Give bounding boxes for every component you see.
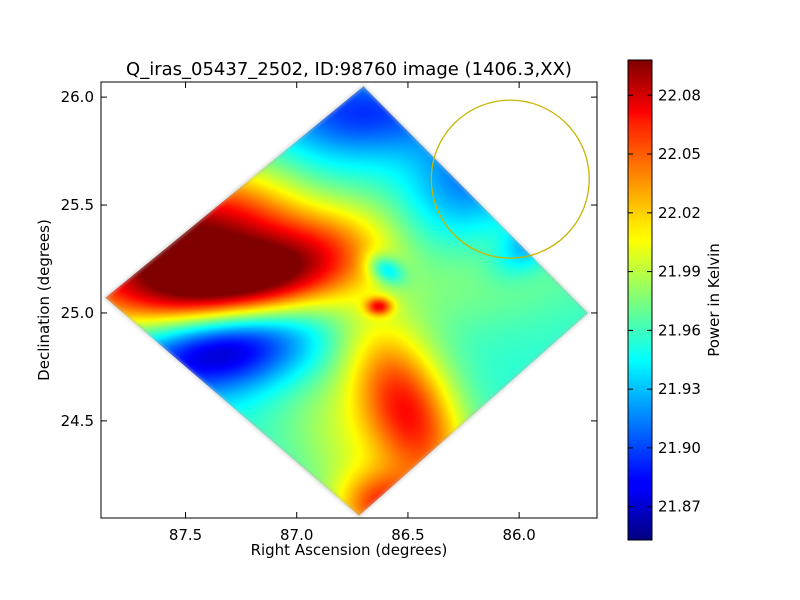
plot-frame xyxy=(100,81,598,519)
colorbar-label: Power in Kelvin xyxy=(705,243,723,357)
y-tick-label: 25.0 xyxy=(61,304,94,322)
colorbar-tick-label: 21.87 xyxy=(658,498,701,516)
colorbar-tick-label: 21.96 xyxy=(658,321,701,339)
x-tick-label: 87.0 xyxy=(280,526,313,544)
colorbar-tick-label: 21.93 xyxy=(658,380,701,398)
x-tick-label: 86.5 xyxy=(391,526,424,544)
y-tick-label: 26.0 xyxy=(61,88,94,106)
colorbar-tick-label: 21.99 xyxy=(658,263,701,281)
y-axis-label: Declination (degrees) xyxy=(35,219,53,381)
colorbar-tick-label: 22.08 xyxy=(658,86,701,104)
y-tick-label: 24.5 xyxy=(61,412,94,430)
y-tick-label: 25.5 xyxy=(61,196,94,214)
colorbar xyxy=(627,59,653,541)
colorbar-ticks: 21.87 21.90 21.93 21.96 21.99 22.02 22.05 22.08 xyxy=(628,86,701,516)
colorbar-tick-label: 22.02 xyxy=(658,204,701,222)
heatmap-raster xyxy=(105,86,589,516)
colorbar-tick-label: 21.90 xyxy=(658,439,701,457)
chart-title: Q_iras_05437_2502, ID:98760 image (1406.… xyxy=(126,59,572,80)
overlay-circle xyxy=(430,99,590,259)
x-axis-label: Right Ascension (degrees) xyxy=(251,541,448,559)
footprint-edge xyxy=(103,84,591,518)
x-tick-label: 86.0 xyxy=(502,526,535,544)
colorbar-tick-label: 22.05 xyxy=(658,145,701,163)
x-axis-ticks: 87.5 87.0 86.5 86.0 xyxy=(169,82,536,544)
heatmap-image xyxy=(103,84,591,518)
y-axis-ticks: 24.5 25.0 25.5 26.0 xyxy=(61,88,597,430)
x-tick-label: 87.5 xyxy=(169,526,202,544)
